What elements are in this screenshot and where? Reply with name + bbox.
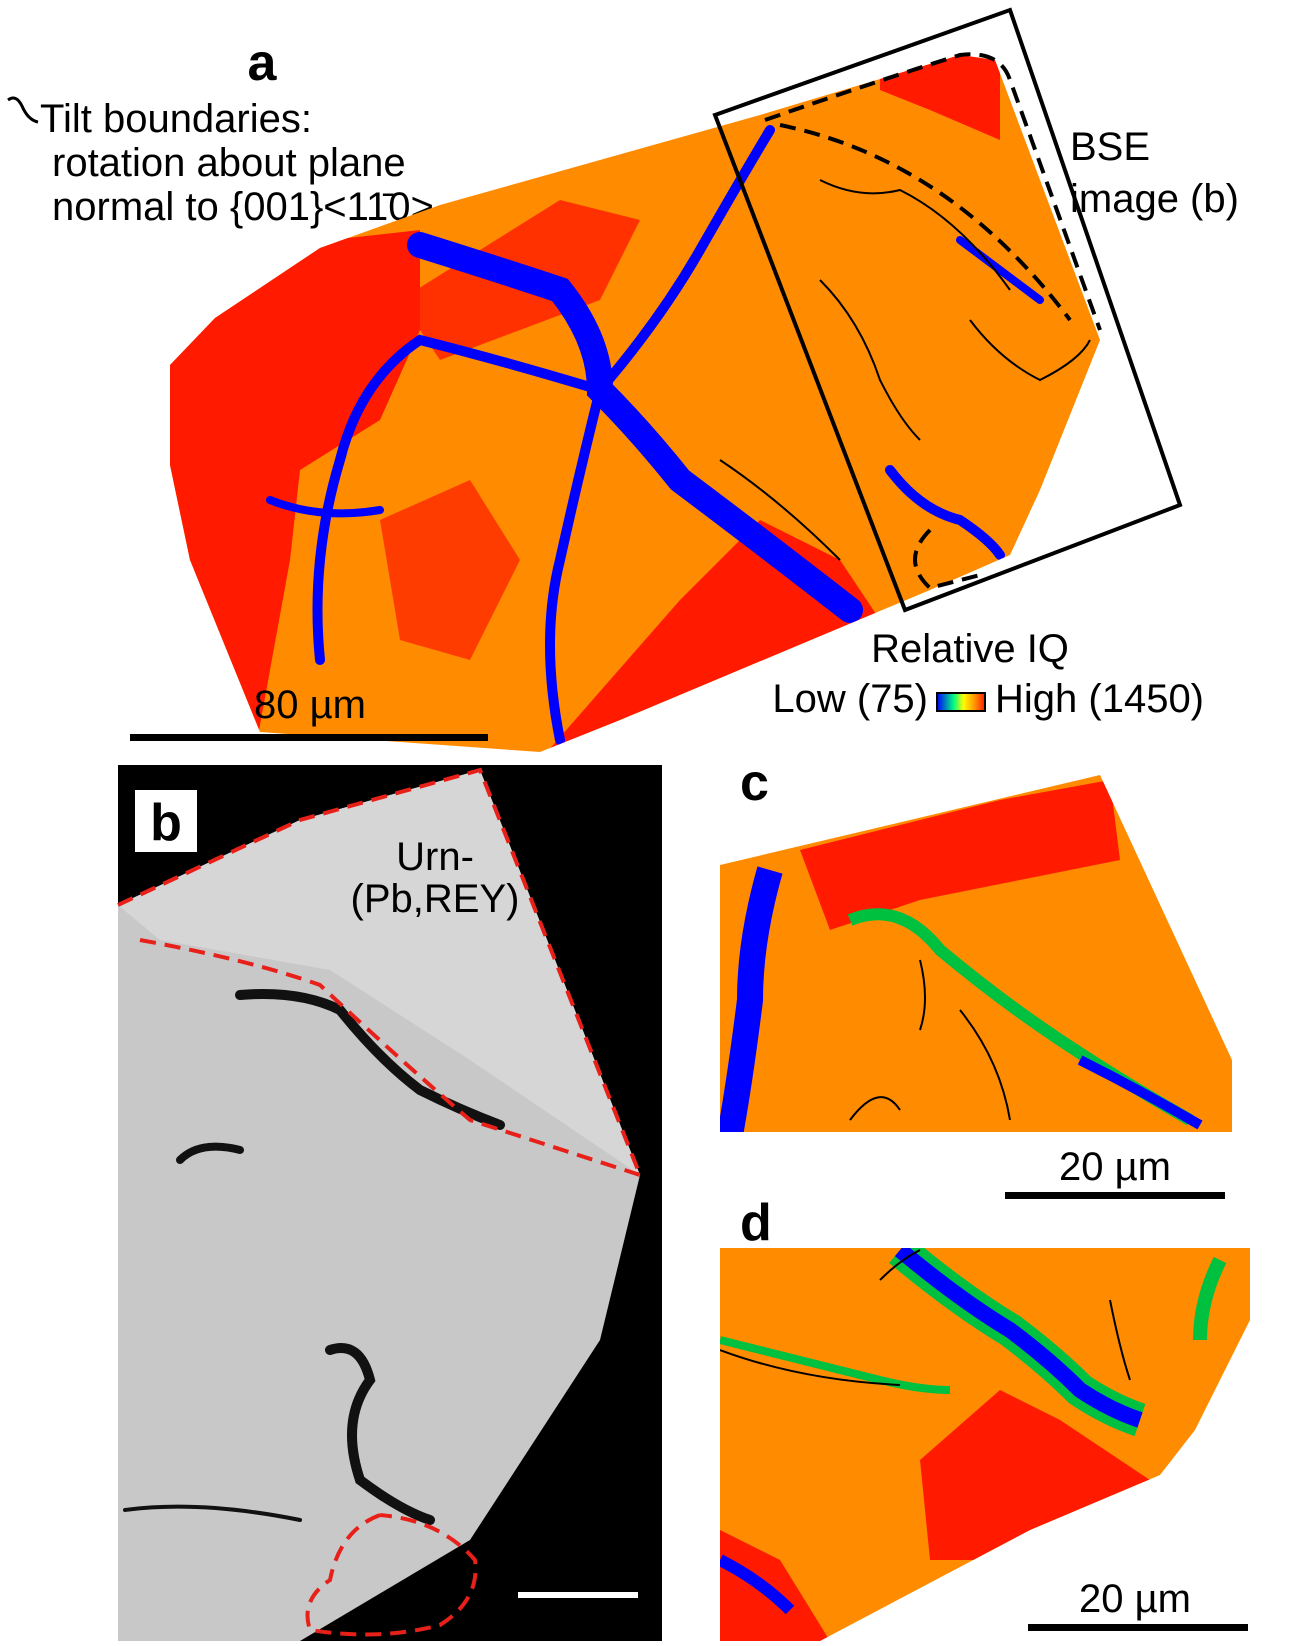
scale-bar [1028, 1624, 1248, 1631]
panel-label: c [740, 754, 769, 812]
colorbar-high: High (1450) [995, 677, 1204, 721]
panel-label: d [740, 1194, 772, 1252]
boundary-icon [8, 98, 38, 122]
scale-bar [1005, 1192, 1225, 1199]
scale-bar [130, 734, 488, 741]
scale-label: 20 µm [522, 1545, 634, 1589]
legend-line: normal to {001}<11̄0> [52, 185, 434, 229]
phase-label: Urn- [396, 835, 474, 879]
legend-line: rotation about plane [52, 141, 406, 185]
box-label: image (b) [1070, 177, 1239, 221]
box-label: BSE [1070, 125, 1150, 169]
scale-label: 80 µm [254, 683, 366, 727]
scale-label: 20 µm [1059, 1145, 1171, 1189]
legend-line: Tilt boundaries: [40, 97, 312, 141]
colorbar [937, 693, 985, 711]
panel-label: b [150, 794, 182, 852]
scale-bar [518, 1592, 638, 1598]
colorbar-low: Low (75) [772, 677, 928, 721]
page: {"panel_a": {"label": "a", "legend_lines… [0, 0, 1313, 1641]
panel-label: a [248, 34, 278, 92]
iq-map [715, 770, 1235, 1135]
colorbar-title: Relative IQ [871, 627, 1069, 671]
phase-label: (Pb,REY) [351, 877, 520, 921]
scale-label: 20 µm [1079, 1577, 1191, 1621]
figure: a Tilt boundaries: rotation about plane … [0, 0, 1313, 1641]
